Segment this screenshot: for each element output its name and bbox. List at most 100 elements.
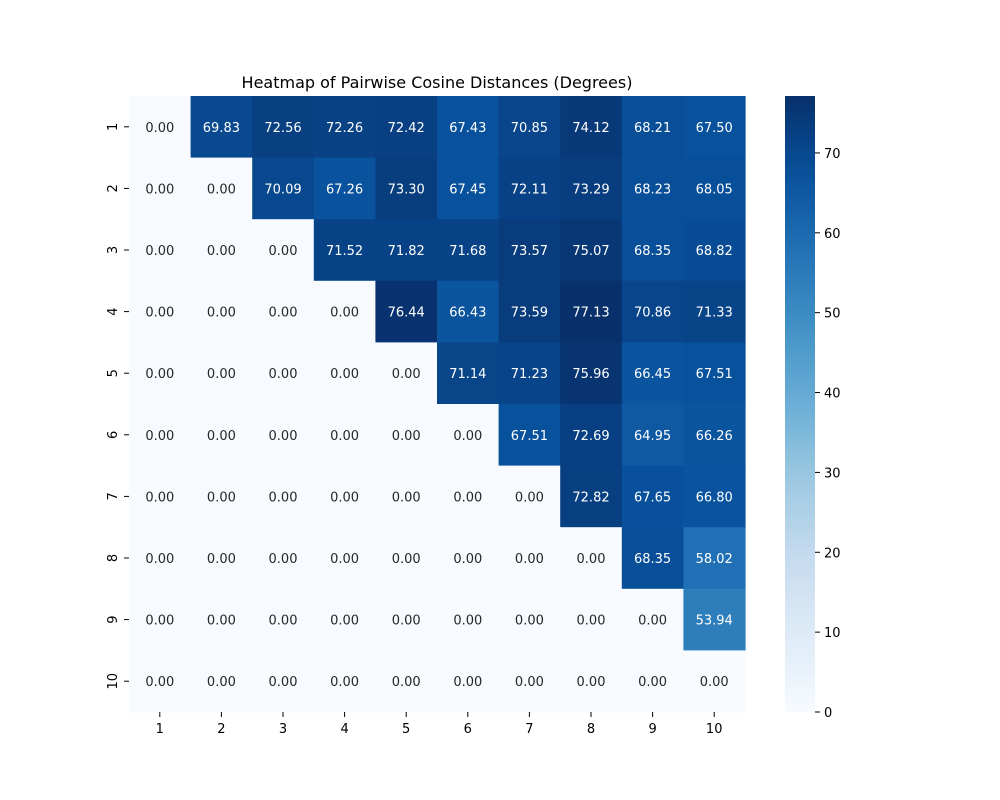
heatmap-cell — [190, 280, 253, 343]
heatmap-cell — [129, 280, 192, 343]
y-tick-label: 5 — [106, 369, 121, 377]
cell-value-label: 72.56 — [264, 121, 301, 136]
heatmap-cell — [190, 219, 253, 282]
cell-value-label: 0.00 — [392, 675, 421, 690]
heatmap-cell — [252, 588, 315, 651]
x-tick-label: 6 — [464, 722, 472, 737]
heatmap-cell — [621, 527, 684, 590]
colorbar: 0 10 20 30 40 50 60 70 — [785, 96, 841, 721]
cell-value-label: 66.80 — [696, 490, 733, 505]
cell-value-label: 0.00 — [515, 614, 544, 629]
y-tick-label: 8 — [106, 554, 121, 562]
x-tick-label: 7 — [525, 722, 533, 737]
heatmap-cell — [498, 404, 561, 467]
cell-value-label: 72.26 — [326, 121, 363, 136]
heatmap-cell — [621, 157, 684, 220]
cell-value-label: 73.30 — [388, 182, 425, 197]
cell-value-label: 0.00 — [577, 552, 606, 567]
cell-value-label: 0.00 — [453, 675, 482, 690]
heatmap-cell — [621, 404, 684, 467]
heatmap-cell — [252, 219, 315, 282]
heatmap-cell — [129, 465, 192, 528]
heatmap-cell — [129, 527, 192, 590]
heatmap-cell — [683, 219, 746, 282]
heatmap-cell — [252, 650, 315, 713]
heatmap-cell — [129, 404, 192, 467]
cell-value-label: 0.00 — [269, 675, 298, 690]
heatmap-cell — [560, 157, 623, 220]
heatmap-cell — [683, 588, 746, 651]
heatmap-cell — [129, 157, 192, 220]
heatmap-cell — [252, 527, 315, 590]
heatmap-cell — [190, 404, 253, 467]
cell-value-label: 0.00 — [207, 614, 236, 629]
cell-value-label: 66.43 — [449, 306, 486, 321]
cell-value-label: 67.43 — [449, 121, 486, 136]
heatmap-cell — [313, 280, 376, 343]
heatmap-cell — [621, 342, 684, 405]
cell-value-label: 0.00 — [207, 244, 236, 259]
cell-value-label: 0.00 — [207, 552, 236, 567]
cell-value-label: 0.00 — [145, 121, 174, 136]
cell-value-label: 58.02 — [696, 552, 733, 567]
heatmap-cell — [498, 157, 561, 220]
cell-value-label: 0.00 — [392, 429, 421, 444]
cell-value-label: 72.11 — [511, 182, 548, 197]
heatmap-cell — [621, 588, 684, 651]
heatmap-cell — [375, 404, 438, 467]
cell-value-label: 0.00 — [269, 490, 298, 505]
heatmap-cell — [621, 280, 684, 343]
cell-value-label: 71.68 — [449, 244, 486, 259]
heatmap-cell — [252, 465, 315, 528]
heatmap-cell — [498, 465, 561, 528]
heatmap-cell — [313, 465, 376, 528]
cell-value-label: 0.00 — [330, 490, 359, 505]
cell-value-label: 67.51 — [696, 367, 733, 382]
heatmap-cell — [190, 588, 253, 651]
cell-value-label: 0.00 — [145, 182, 174, 197]
heatmap-cell — [683, 465, 746, 528]
cell-value-label: 0.00 — [392, 614, 421, 629]
heatmap-cell — [375, 588, 438, 651]
cell-value-label: 72.82 — [572, 490, 609, 505]
heatmap-cell — [683, 650, 746, 713]
heatmap-cell — [313, 342, 376, 405]
heatmap-cell — [437, 650, 500, 713]
cell-value-label: 0.00 — [269, 244, 298, 259]
heatmap-cell — [313, 96, 376, 159]
y-tick-label: 1 — [106, 123, 121, 131]
cell-value-label: 0.00 — [392, 367, 421, 382]
colorbar-tick-label: 40 — [824, 387, 841, 402]
heatmap-cell — [560, 280, 623, 343]
heatmap-cell — [498, 96, 561, 159]
cell-value-label: 67.65 — [634, 490, 671, 505]
cell-value-label: 0.00 — [145, 429, 174, 444]
colorbar-tick-label: 10 — [824, 626, 841, 641]
heatmap-cell — [190, 465, 253, 528]
y-tick-label: 6 — [106, 431, 121, 439]
cell-value-label: 75.96 — [572, 367, 609, 382]
cell-value-label: 69.83 — [203, 121, 240, 136]
heatmap-cell — [683, 280, 746, 343]
heatmap-cell — [683, 157, 746, 220]
heatmap-cell — [498, 219, 561, 282]
heatmap-cell — [375, 342, 438, 405]
y-tick-label: 10 — [106, 673, 121, 690]
cell-value-label: 0.00 — [638, 614, 667, 629]
cell-value-label: 66.26 — [696, 429, 733, 444]
heatmap-cell — [313, 404, 376, 467]
cell-value-label: 0.00 — [515, 490, 544, 505]
cell-value-label: 76.44 — [388, 306, 425, 321]
cell-value-label: 70.09 — [264, 182, 301, 197]
cell-value-label: 0.00 — [392, 490, 421, 505]
heatmap-cell — [375, 219, 438, 282]
heatmap-cell — [129, 650, 192, 713]
heatmap-cell — [683, 342, 746, 405]
heatmap-cell — [375, 157, 438, 220]
cell-value-label: 0.00 — [453, 614, 482, 629]
cell-value-label: 0.00 — [330, 614, 359, 629]
cell-value-label: 0.00 — [330, 675, 359, 690]
heatmap-cell — [621, 465, 684, 528]
cell-value-label: 0.00 — [515, 675, 544, 690]
heatmap-cells: 0.00 69.83 72.56 72.26 72.42 67.43 70.85 74.12 6… — [129, 96, 746, 713]
